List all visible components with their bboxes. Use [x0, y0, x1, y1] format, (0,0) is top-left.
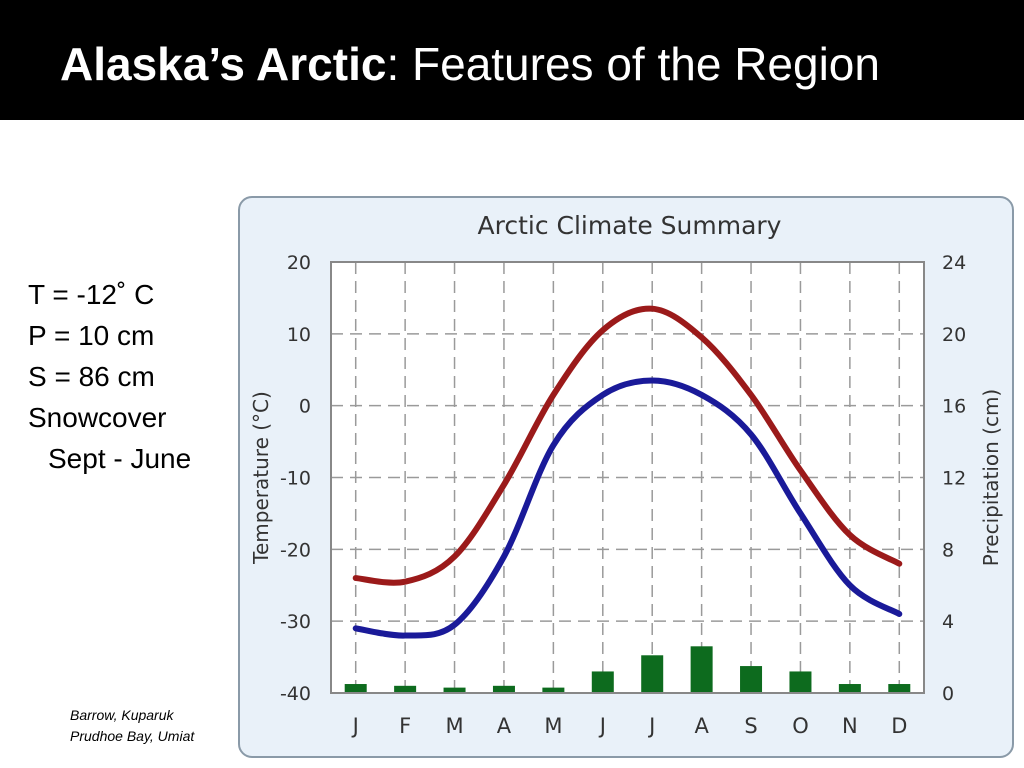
- x-tick-label: J: [647, 714, 655, 738]
- y-tick-label: -20: [280, 539, 311, 561]
- y2-tick-label: 24: [942, 252, 966, 274]
- climate-chart: 20 10 0 -10 -20 -30 -40 24 20 16 12 8 4 0 J F M A M J J A S O N D…: [249, 211, 1003, 738]
- min-temperature-line: [352, 377, 903, 639]
- y-tick-label: -10: [280, 468, 311, 490]
- station-line-2: Prudhoe Bay, Umiat: [70, 728, 195, 744]
- precipitation-bar: [492, 685, 515, 693]
- precipitation-bar: [838, 684, 861, 693]
- climate-stats: T = -12˚ C P = 10 cm S = 86 cm Snowcover…: [28, 274, 191, 479]
- y-tick-label: 0: [299, 396, 311, 418]
- x-tick-label: J: [598, 714, 606, 738]
- y2-tick-label: 12: [942, 468, 966, 490]
- stat-snow: S = 86 cm: [28, 361, 155, 392]
- title-bar: Alaska’s Arctic: Features of the Region: [0, 0, 1024, 120]
- slide-title: Alaska’s Arctic: Features of the Region: [60, 36, 880, 92]
- y-tick-label: -40: [280, 683, 311, 705]
- stat-snowcover-range: Sept - June: [48, 443, 192, 474]
- precipitation-bar: [690, 646, 713, 693]
- x-tick-label: M: [445, 714, 463, 738]
- y-tick-label: -30: [280, 611, 311, 633]
- y-tick-label: 20: [287, 252, 311, 274]
- y2-tick-label: 16: [942, 396, 966, 418]
- slide-title-bold: Alaska’s Arctic: [60, 38, 387, 90]
- stat-snowcover-label: Snowcover: [28, 402, 167, 433]
- station-line-1: Barrow, Kuparuk: [70, 707, 174, 723]
- x-tick-label: S: [744, 714, 757, 738]
- x-tick-label: M: [544, 714, 562, 738]
- plot-frame: [330, 261, 925, 694]
- station-list: Barrow, Kuparuk Prudhoe Bay, Umiat: [70, 705, 194, 747]
- x-tick-label: D: [891, 714, 907, 738]
- precipitation-bar: [789, 671, 812, 693]
- slide-title-rest: : Features of the Region: [386, 38, 880, 90]
- precipitation-bar: [542, 687, 565, 693]
- precipitation-bar: [443, 687, 466, 693]
- x-tick-label: A: [694, 714, 709, 738]
- stat-temperature: T = -12˚ C: [28, 279, 155, 310]
- y2-tick-label: 0: [942, 683, 954, 705]
- x-tick-label: F: [399, 714, 411, 738]
- max-temperature-line: [352, 305, 903, 586]
- y2-tick-label: 4: [942, 611, 954, 633]
- y-tick-label: 10: [287, 324, 311, 346]
- precipitation-bar: [641, 655, 664, 693]
- precipitation-bar: [591, 671, 614, 693]
- stat-precipitation: P = 10 cm: [28, 320, 155, 351]
- x-tick-label: J: [351, 714, 359, 738]
- x-tick-label: N: [842, 714, 858, 738]
- x-tick-label: A: [497, 714, 512, 738]
- x-tick-label: O: [792, 714, 809, 738]
- y2-tick-label: 8: [942, 539, 954, 561]
- y2-axis-label: Precipitation (cm): [979, 389, 1003, 566]
- precipitation-bar: [344, 684, 367, 693]
- y2-tick-label: 20: [942, 324, 966, 346]
- precipitation-bar: [394, 685, 417, 693]
- chart-title: Arctic Climate Summary: [478, 211, 782, 240]
- y-axis-label: Temperature (°C): [249, 391, 273, 565]
- precipitation-bar: [888, 684, 911, 693]
- precipitation-bar: [740, 666, 763, 693]
